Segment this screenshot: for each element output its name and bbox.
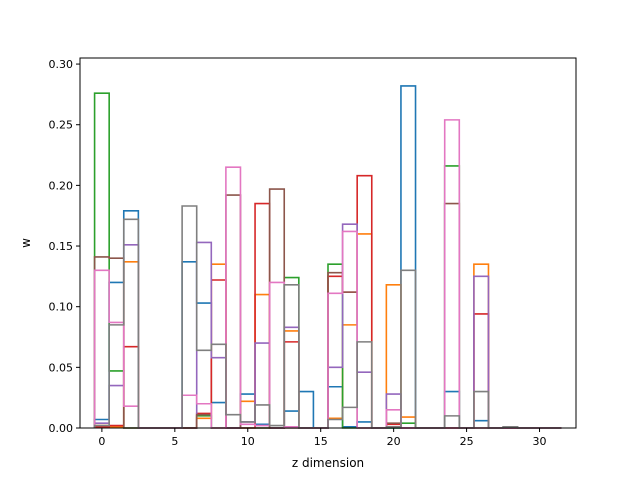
x-axis-ticks: 0 5 10 15 20 25 30 — [98, 428, 547, 448]
x-axis-label: z dimension — [292, 456, 364, 470]
axes-frame — [79, 57, 577, 429]
y-axis-label: w — [19, 238, 33, 248]
y-tick-label: 0.30 — [49, 58, 74, 71]
y-axis-ticks: 0.00 0.05 0.10 0.15 0.20 0.25 0.30 — [49, 58, 80, 435]
x-tick-label: 25 — [460, 435, 474, 448]
y-tick-label: 0.20 — [49, 179, 74, 192]
x-tick-label: 15 — [314, 435, 328, 448]
x-tick-label: 30 — [533, 435, 547, 448]
y-tick-label: 0.00 — [49, 422, 74, 435]
y-tick-label: 0.10 — [49, 301, 74, 314]
y-tick-label: 0.25 — [49, 119, 74, 132]
x-tick-label: 5 — [171, 435, 178, 448]
x-tick-label: 10 — [241, 435, 255, 448]
x-tick-label: 0 — [98, 435, 105, 448]
x-tick-label: 20 — [387, 435, 401, 448]
y-tick-label: 0.05 — [49, 361, 74, 374]
y-tick-label: 0.15 — [49, 240, 74, 253]
